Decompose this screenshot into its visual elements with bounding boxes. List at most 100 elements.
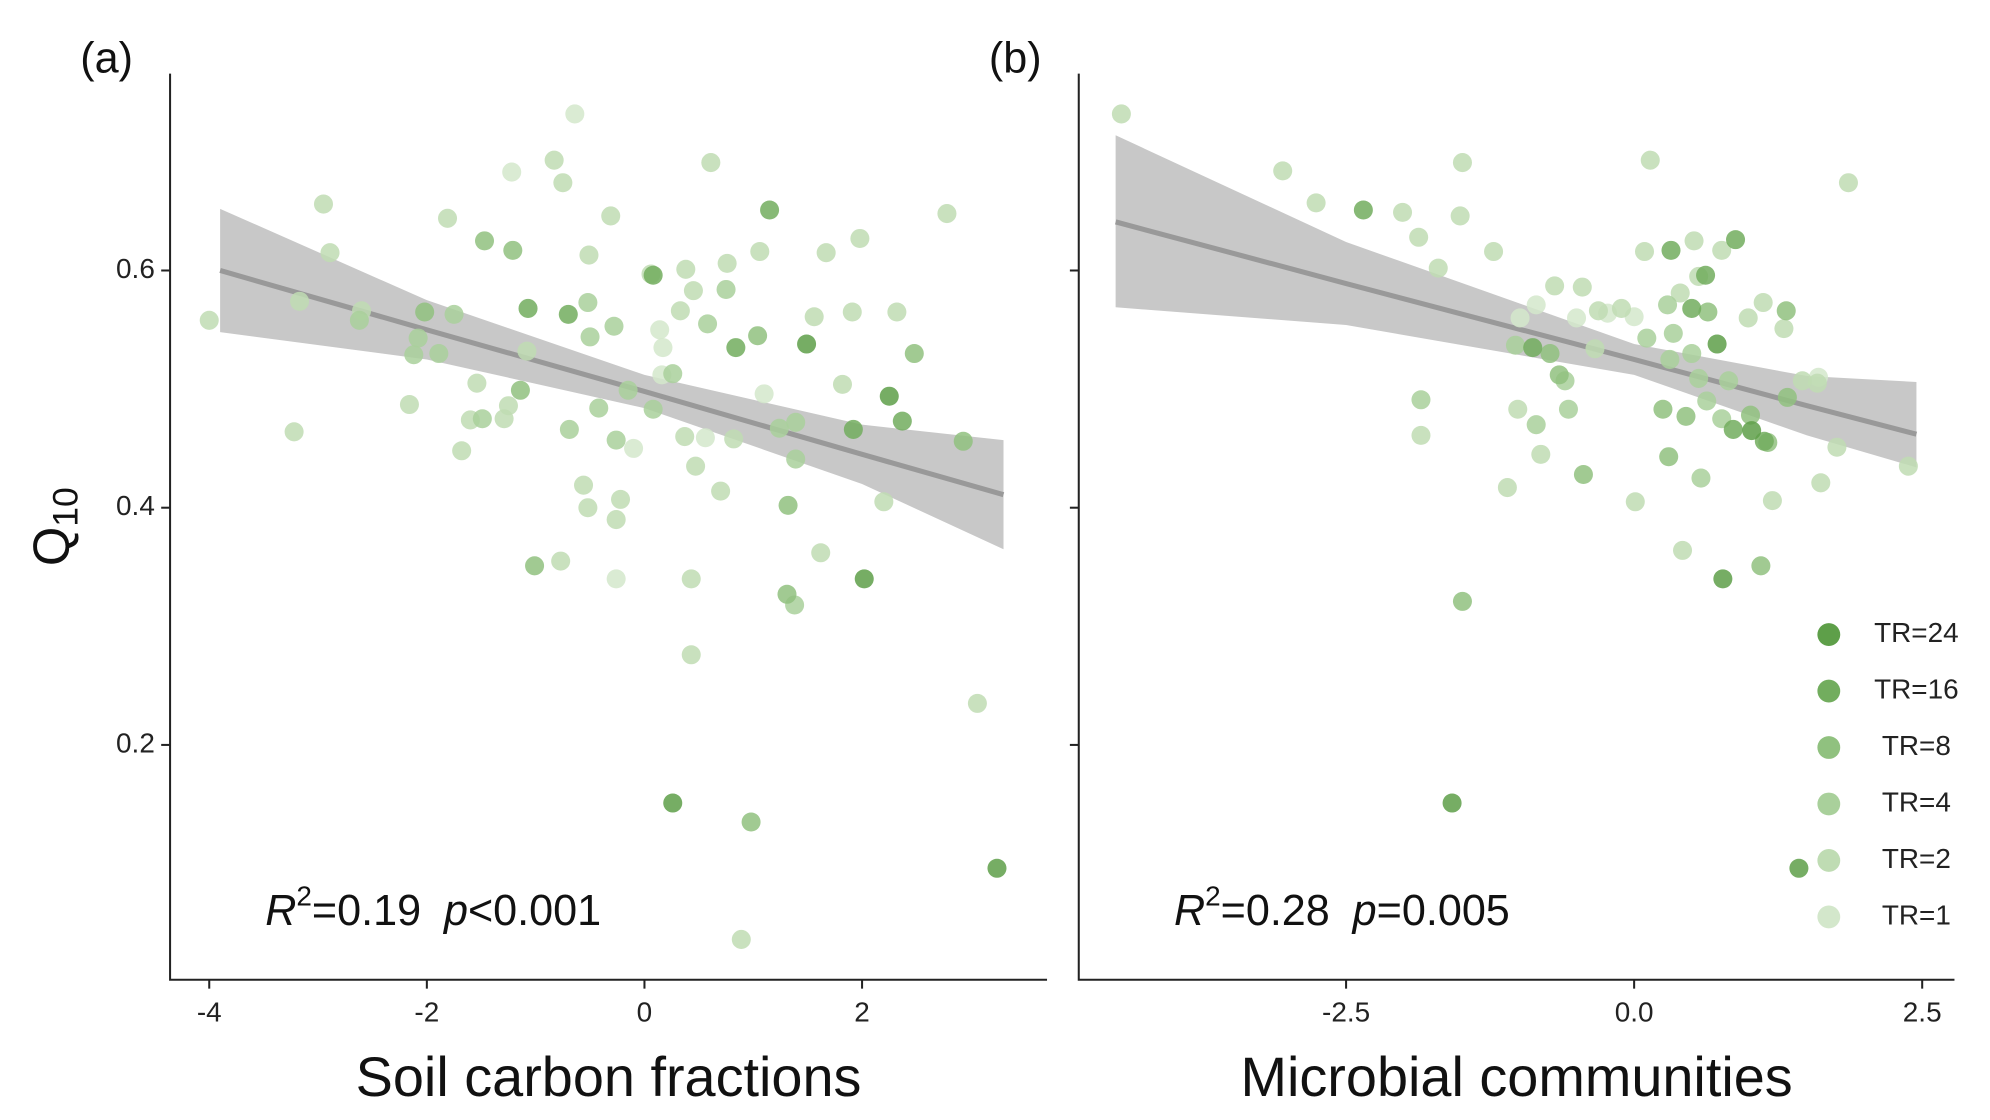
point (452, 441, 472, 461)
point (1442, 793, 1462, 813)
point (760, 200, 780, 220)
point (1306, 193, 1326, 213)
point (1682, 344, 1702, 364)
annotation-part: =0.28 (1221, 887, 1330, 935)
x-tick-label: 2 (854, 996, 870, 1027)
point (643, 399, 663, 419)
point (676, 259, 696, 279)
point (1411, 390, 1431, 410)
annotation: R2=0.19 p<0.001 (265, 881, 601, 935)
point (1660, 349, 1680, 369)
point (1588, 301, 1608, 321)
point (415, 302, 435, 322)
point (731, 929, 751, 949)
point (408, 328, 428, 348)
annotation-part: =0.005 (1377, 887, 1510, 935)
point (1508, 399, 1528, 419)
point (579, 245, 599, 265)
point (1697, 391, 1717, 411)
point (1653, 399, 1673, 419)
point (1531, 444, 1551, 464)
point (1676, 406, 1696, 426)
point (778, 495, 798, 515)
legend-label: TR=1 (1882, 899, 1951, 930)
point (683, 281, 703, 301)
point (750, 242, 770, 262)
point (1452, 153, 1472, 173)
point (510, 380, 530, 400)
point (1450, 206, 1470, 226)
point (797, 334, 817, 354)
annotation-part: 2 (1205, 881, 1221, 912)
point (987, 858, 1007, 878)
point (698, 314, 718, 334)
point (670, 301, 690, 321)
point (474, 231, 495, 251)
point (606, 430, 626, 450)
y-tick-label: 0.2 (116, 727, 155, 758)
point (1549, 365, 1569, 385)
x-tick-label: 2.5 (1903, 996, 1942, 1027)
point (1682, 298, 1702, 318)
point (1696, 265, 1716, 285)
legend-swatch (1817, 736, 1841, 759)
point (1661, 240, 1681, 260)
annotation: R2=0.28 p=0.005 (1174, 881, 1510, 935)
point (399, 395, 419, 415)
panel-label: (b) (989, 34, 1042, 82)
annotation-part: <0.001 (468, 887, 601, 935)
point (1523, 338, 1543, 358)
panel-label: (a) (80, 34, 133, 82)
point (1689, 368, 1709, 388)
point (1777, 387, 1797, 407)
point (650, 320, 670, 340)
point (1572, 277, 1592, 297)
point (1670, 283, 1690, 303)
point (1712, 240, 1732, 260)
point (1640, 150, 1660, 170)
point (1811, 473, 1831, 493)
x-tick-label: 0.0 (1615, 996, 1654, 1027)
point (1713, 569, 1733, 589)
legend-swatch (1817, 905, 1841, 929)
point (1585, 339, 1605, 359)
point (618, 380, 638, 400)
point (517, 341, 537, 361)
point (1658, 295, 1678, 315)
point (681, 569, 701, 589)
point (741, 812, 761, 832)
point (1558, 399, 1578, 419)
point (1838, 173, 1858, 193)
legend-swatch (1817, 792, 1841, 816)
point (663, 793, 683, 813)
x-axis-title: Microbial communities (1240, 1045, 1792, 1108)
point (498, 396, 518, 416)
point (349, 310, 369, 330)
point (544, 150, 564, 170)
point (1526, 415, 1546, 435)
point (748, 326, 768, 346)
point (1659, 447, 1679, 467)
point (199, 310, 219, 330)
point (967, 693, 987, 713)
point (1792, 371, 1812, 391)
point (1827, 437, 1847, 457)
axis-line (1077, 73, 1955, 981)
x-tick-label: -4 (197, 996, 222, 1027)
point (578, 293, 598, 313)
point (404, 345, 424, 365)
point (1726, 230, 1746, 250)
point (754, 384, 774, 404)
fit-line (1114, 219, 1918, 437)
point (1497, 478, 1517, 498)
y-axis-title: Q10 (23, 487, 86, 566)
point (811, 543, 831, 563)
point (1526, 295, 1546, 315)
point (1898, 456, 1918, 476)
point (1637, 328, 1657, 348)
point (467, 373, 487, 393)
x-tick-label: -2.5 (1322, 996, 1370, 1027)
point (1452, 591, 1472, 611)
point (559, 419, 579, 439)
